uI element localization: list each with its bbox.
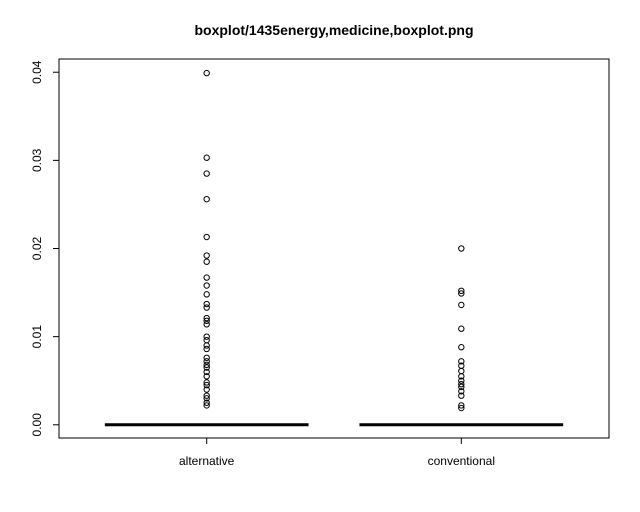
outlier-point	[458, 402, 465, 409]
outlier-point	[458, 344, 465, 351]
outlier-point	[458, 245, 465, 252]
x-tick-label: conventional	[428, 454, 495, 468]
outlier-point	[458, 377, 465, 384]
chart-title: boxplot/1435energy,medicine,boxplot.png	[194, 22, 473, 38]
y-tick-label: 0.02	[30, 236, 44, 260]
outlier-point	[458, 383, 465, 391]
y-tick-label: 0.00	[30, 413, 44, 437]
outlier-point	[203, 333, 210, 340]
x-tick-label: alternative	[179, 454, 235, 468]
outlier-point	[203, 345, 210, 353]
box-conventional	[359, 245, 564, 427]
outlier-point	[458, 367, 465, 375]
outlier-point	[203, 304, 210, 311]
outlier-point	[203, 373, 210, 380]
outlier-point	[458, 388, 465, 395]
outlier-point	[203, 314, 210, 322]
outlier-point	[203, 395, 210, 402]
outlier-point	[203, 252, 210, 259]
outlier-point	[203, 258, 210, 265]
outlier-point	[203, 368, 210, 376]
outlier-point	[458, 381, 465, 388]
y-tick-label: 0.04	[30, 60, 44, 84]
outlier-point	[203, 361, 210, 369]
y-tick-label: 0.03	[30, 148, 44, 172]
boxes-layer	[104, 69, 564, 427]
outlier-point	[203, 291, 210, 298]
plot-frame	[58, 58, 610, 439]
outlier-point	[203, 364, 210, 371]
outlier-point	[458, 325, 465, 332]
box-alternative	[104, 69, 309, 427]
outlier-point	[203, 399, 210, 406]
outlier-point	[458, 392, 465, 399]
outlier-point	[203, 233, 210, 241]
y-axis: 0.00 0.01 0.02 0.03 0.04	[30, 60, 60, 437]
outlier-point	[458, 358, 465, 365]
outlier-point	[203, 69, 210, 77]
outlier-point	[203, 282, 210, 289]
outlier-point	[458, 287, 465, 295]
outlier-point	[203, 154, 210, 161]
outlier-point	[203, 170, 210, 177]
x-axis: alternative conventional	[179, 438, 495, 468]
outlier-point	[458, 404, 465, 412]
outlier-point	[203, 392, 210, 399]
outlier-point	[203, 402, 210, 409]
outlier-point	[203, 379, 210, 386]
outlier-point	[203, 386, 210, 393]
outlier-point	[203, 354, 210, 361]
outlier-point	[458, 290, 465, 297]
outlier-point	[203, 336, 210, 344]
outlier-point	[203, 342, 210, 349]
outlier-point	[203, 300, 210, 308]
outlier-point	[458, 301, 465, 309]
outlier-point	[203, 274, 210, 281]
outlier-point	[458, 362, 465, 369]
outlier-point	[203, 317, 210, 324]
y-tick-label: 0.01	[30, 325, 44, 349]
outlier-point	[203, 381, 210, 389]
outlier-point	[203, 195, 210, 203]
outlier-point	[203, 358, 210, 365]
outlier-point	[203, 321, 210, 328]
